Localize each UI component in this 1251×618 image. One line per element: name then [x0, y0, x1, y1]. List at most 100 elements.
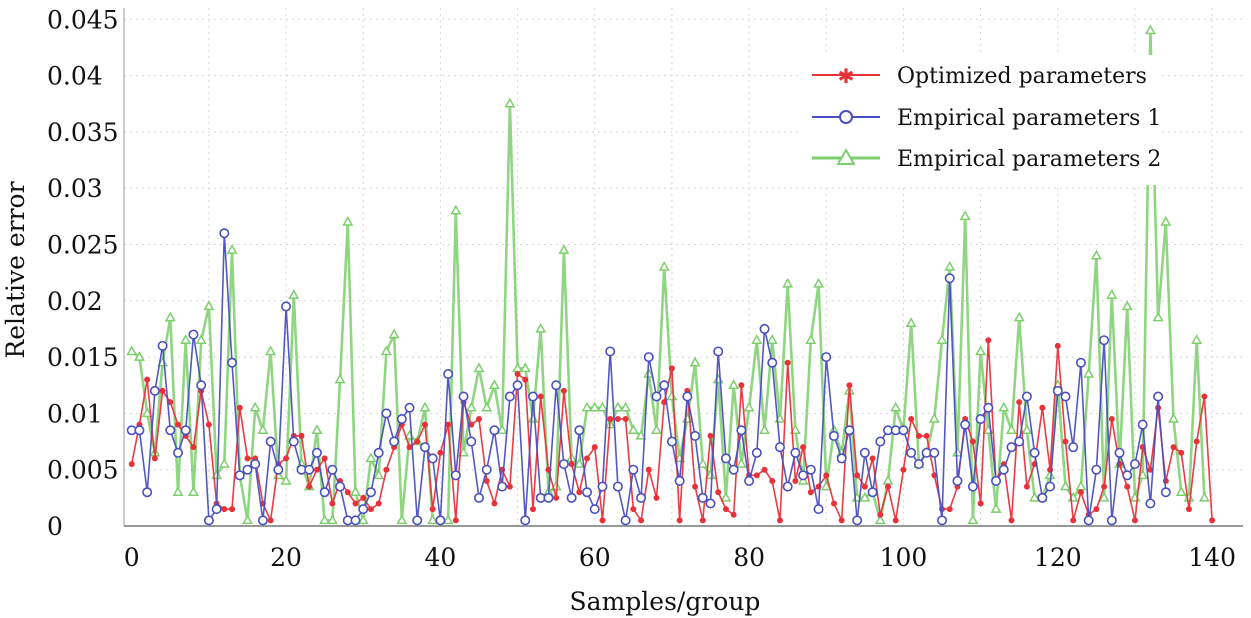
data-point [144, 376, 151, 383]
data-point [959, 210, 971, 221]
data-point [823, 472, 830, 479]
legend-marker-empirical-1 [839, 110, 853, 124]
data-point [944, 260, 956, 271]
data-point [133, 351, 145, 361]
data-point [869, 455, 876, 462]
legend-label-empirical-1: Empirical parameters 1 [897, 106, 1161, 131]
data-point [437, 449, 444, 456]
data-point [257, 515, 268, 526]
data-point [790, 447, 801, 458]
data-point [936, 334, 948, 344]
data-point [846, 382, 853, 389]
data-point [475, 416, 482, 423]
data-point [1075, 357, 1086, 368]
data-point [1121, 300, 1133, 311]
data-point [937, 515, 948, 526]
data-point [313, 466, 320, 473]
data-point [1209, 517, 1216, 524]
data-point [923, 432, 930, 439]
data-point [877, 511, 884, 518]
data-point [530, 506, 537, 513]
data-point [375, 500, 382, 507]
data-point [720, 491, 732, 502]
data-point [1016, 399, 1023, 406]
data-point [697, 458, 709, 468]
data-point [396, 514, 408, 525]
data-point [998, 464, 1009, 475]
data-point [481, 464, 492, 475]
data-point [898, 425, 909, 436]
series-line [130, 29, 1206, 522]
data-point [488, 379, 500, 389]
data-point [1153, 391, 1164, 402]
data-point [905, 317, 917, 328]
data-point [798, 470, 809, 481]
data-point [142, 487, 153, 498]
data-point [859, 447, 870, 458]
data-point [906, 447, 917, 458]
data-point [682, 391, 693, 402]
data-point [730, 511, 737, 518]
data-point [329, 500, 336, 507]
data-point [506, 483, 513, 490]
data-point [1152, 311, 1164, 322]
data-point [913, 459, 924, 470]
data-point [998, 401, 1010, 412]
data-point [699, 517, 706, 524]
data-point [159, 387, 166, 394]
data-point [1023, 483, 1030, 490]
data-point [1083, 515, 1094, 526]
data-point [807, 489, 814, 496]
data-point [707, 432, 714, 439]
data-point [443, 368, 454, 379]
data-point [977, 500, 984, 507]
data-point [283, 455, 290, 462]
data-point [573, 458, 585, 468]
tick-labels: 0 20 40 60 80 100 120 140 0 0.005 0.01 0.015 0.02 0.0… [47, 5, 1236, 572]
legend: ✱ Optimized parameters Empirical paramet… [800, 55, 1161, 185]
data-point [766, 334, 778, 344]
data-point [1108, 416, 1115, 423]
data-point [614, 416, 621, 423]
data-point [522, 376, 529, 383]
data-point [591, 444, 598, 451]
data-point [697, 492, 708, 503]
data-point [481, 401, 493, 412]
y-tick-label: 0.005 [47, 456, 119, 485]
data-point [952, 475, 963, 486]
data-point [838, 517, 845, 524]
data-point [164, 311, 176, 322]
data-point [674, 475, 685, 486]
data-point [319, 514, 331, 525]
data-point [1090, 249, 1102, 260]
data-point [743, 401, 755, 412]
data-point [692, 483, 699, 490]
data-point [389, 436, 400, 447]
data-point [1137, 419, 1148, 430]
data-point [404, 402, 415, 413]
data-point [789, 424, 801, 435]
data-point [676, 517, 683, 524]
data-point [859, 491, 871, 502]
data-point [967, 481, 978, 492]
data-point [690, 430, 701, 441]
data-point [875, 436, 886, 447]
data-point [281, 301, 292, 312]
data-point [813, 504, 824, 515]
data-point [1191, 334, 1203, 344]
data-point [234, 470, 245, 481]
data-point [728, 379, 740, 389]
data-point [753, 472, 760, 479]
data-point [352, 500, 359, 507]
data-point [800, 444, 807, 451]
data-point [273, 464, 284, 475]
data-point [874, 514, 886, 525]
data-point [584, 455, 591, 462]
data-point [367, 506, 374, 513]
y-axis-title: Relative error [1, 181, 30, 358]
data-point [1070, 517, 1077, 524]
x-tick-label: 20 [270, 543, 302, 572]
data-point [134, 425, 145, 436]
data-point [267, 517, 274, 524]
data-point [304, 464, 315, 475]
